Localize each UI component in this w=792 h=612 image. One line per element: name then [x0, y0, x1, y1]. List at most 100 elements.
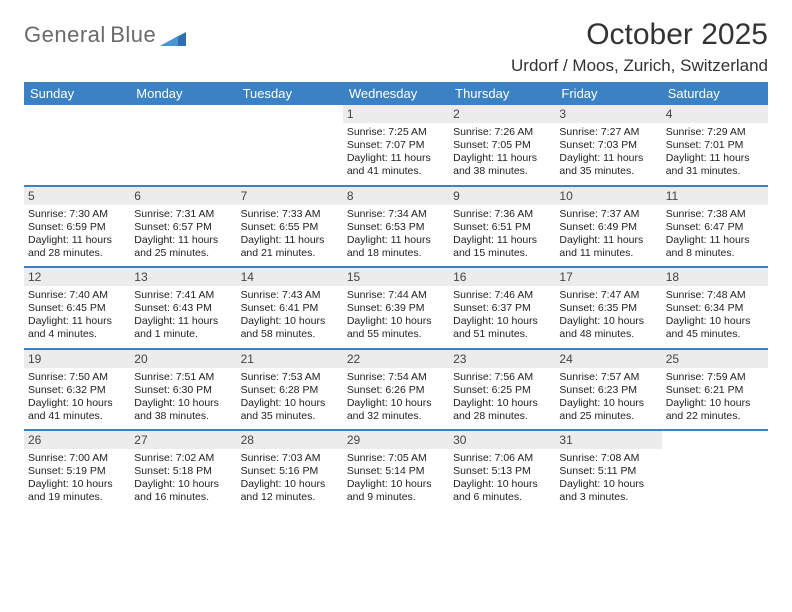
calendar-cell: 16Sunrise: 7:46 AMSunset: 6:37 PMDayligh… [449, 267, 555, 349]
logo-icon [160, 26, 186, 46]
calendar-cell: 26 Sunrise: 7:00 AMSunset: 5:19 PMDayligh… [24, 430, 130, 511]
day-number: 20 [130, 350, 236, 368]
day-entry: Sunrise: 7:50 AMSunset: 6:32 PMDaylight:… [28, 371, 126, 424]
day-entry: Sunrise: 7:38 AMSunset: 6:47 PMDaylight:… [666, 208, 764, 261]
weekday-header: Sunday [24, 82, 130, 105]
calendar-cell: 22 Sunrise: 7:54 AMSunset: 6:26 PMDayligh… [343, 349, 449, 431]
day-number: 9 [449, 187, 555, 205]
day-entry: Sunrise: 7:33 AMSunset: 6:55 PMDaylight:… [241, 208, 339, 261]
logo-text-1: General [24, 22, 106, 47]
day-entry: Sunrise: 7:34 AMSunset: 6:53 PMDaylight:… [347, 208, 445, 261]
day-entry: Sunrise: 7:37 AMSunset: 6:49 PMDaylight:… [559, 208, 657, 261]
calendar-cell: 29Sunrise: 7:05 AMSunset: 5:14 PMDayligh… [343, 430, 449, 511]
day-number: 4 [662, 105, 768, 123]
calendar-cell: 27 Sunrise: 7:02 AMSunset: 5:18 PMDayligh… [130, 430, 236, 511]
day-number: 16 [449, 268, 555, 286]
day-entry: Sunrise: 7:08 AMSunset: 5:11 PMDaylight:… [559, 452, 657, 505]
day-number: 26 [24, 431, 130, 449]
calendar-cell: 4 Sunrise: 7:29 AMSunset: 7:01 PMDaylight… [662, 105, 768, 186]
calendar-cell: 11 Sunrise: 7:38 AMSunset: 6:47 PMDayligh… [662, 186, 768, 268]
day-entry: Sunrise: 7:40 AMSunset: 6:45 PMDaylight:… [28, 289, 126, 342]
day-number: 2 [449, 105, 555, 123]
day-entry: Sunrise: 7:43 AMSunset: 6:41 PMDaylight:… [241, 289, 339, 342]
calendar-cell [662, 430, 768, 511]
day-number: 25 [662, 350, 768, 368]
day-entry: Sunrise: 7:27 AMSunset: 7:03 PMDaylight:… [559, 126, 657, 179]
weekday-header: Wednesday [343, 82, 449, 105]
calendar-cell: 24Sunrise: 7:57 AMSunset: 6:23 PMDayligh… [555, 349, 661, 431]
day-entry: Sunrise: 7:51 AMSunset: 6:30 PMDaylight:… [134, 371, 232, 424]
logo-text-2: Blue [110, 22, 156, 47]
day-number: 8 [343, 187, 449, 205]
logo: General Blue [24, 22, 186, 48]
weekday-header: Saturday [662, 82, 768, 105]
calendar-cell: 7Sunrise: 7:33 AMSunset: 6:55 PMDaylight… [237, 186, 343, 268]
calendar-cell: 30 Sunrise: 7:06 AMSunset: 5:13 PMDayligh… [449, 430, 555, 511]
calendar-cell: 23Sunrise: 7:56 AMSunset: 6:25 PMDayligh… [449, 349, 555, 431]
day-entry: Sunrise: 7:53 AMSunset: 6:28 PMDaylight:… [241, 371, 339, 424]
day-entry: Sunrise: 7:44 AMSunset: 6:39 PMDaylight:… [347, 289, 445, 342]
calendar-cell [237, 105, 343, 186]
title-block: October 2025 Urdorf / Moos, Zurich, Swit… [511, 18, 768, 76]
day-entry: Sunrise: 7:06 AMSunset: 5:13 PMDaylight:… [453, 452, 551, 505]
calendar-cell [24, 105, 130, 186]
calendar-week-row: 1 Sunrise: 7:25 AMSunset: 7:07 PMDaylight… [24, 105, 768, 186]
day-number: 27 [130, 431, 236, 449]
weekday-header: Monday [130, 82, 236, 105]
day-number: 10 [555, 187, 661, 205]
day-number: 22 [343, 350, 449, 368]
calendar-cell: 8 Sunrise: 7:34 AMSunset: 6:53 PMDaylight… [343, 186, 449, 268]
calendar-week-row: 19 Sunrise: 7:50 AMSunset: 6:32 PMDayligh… [24, 349, 768, 431]
calendar-week-row: 12 Sunrise: 7:40 AMSunset: 6:45 PMDayligh… [24, 267, 768, 349]
day-entry: Sunrise: 7:25 AMSunset: 7:07 PMDaylight:… [347, 126, 445, 179]
day-number: 17 [555, 268, 661, 286]
calendar-cell: 17 Sunrise: 7:47 AMSunset: 6:35 PMDayligh… [555, 267, 661, 349]
day-number: 31 [555, 431, 661, 449]
calendar-cell: 13 Sunrise: 7:41 AMSunset: 6:43 PMDayligh… [130, 267, 236, 349]
day-number: 29 [343, 431, 449, 449]
day-number: 11 [662, 187, 768, 205]
day-number: 19 [24, 350, 130, 368]
calendar-cell: 3 Sunrise: 7:27 AMSunset: 7:03 PMDaylight… [555, 105, 661, 186]
day-number: 1 [343, 105, 449, 123]
day-entry: Sunrise: 7:03 AMSunset: 5:16 PMDaylight:… [241, 452, 339, 505]
day-entry: Sunrise: 7:54 AMSunset: 6:26 PMDaylight:… [347, 371, 445, 424]
day-number: 14 [237, 268, 343, 286]
day-entry: Sunrise: 7:30 AMSunset: 6:59 PMDaylight:… [28, 208, 126, 261]
day-entry: Sunrise: 7:41 AMSunset: 6:43 PMDaylight:… [134, 289, 232, 342]
weekday-header: Friday [555, 82, 661, 105]
calendar-cell: 6Sunrise: 7:31 AMSunset: 6:57 PMDaylight… [130, 186, 236, 268]
calendar-cell: 25 Sunrise: 7:59 AMSunset: 6:21 PMDayligh… [662, 349, 768, 431]
day-number: 30 [449, 431, 555, 449]
day-number: 3 [555, 105, 661, 123]
day-entry: Sunrise: 7:57 AMSunset: 6:23 PMDaylight:… [559, 371, 657, 424]
day-entry: Sunrise: 7:36 AMSunset: 6:51 PMDaylight:… [453, 208, 551, 261]
day-entry: Sunrise: 7:29 AMSunset: 7:01 PMDaylight:… [666, 126, 764, 179]
day-number: 21 [237, 350, 343, 368]
calendar-cell: 9 Sunrise: 7:36 AMSunset: 6:51 PMDaylight… [449, 186, 555, 268]
calendar-week-row: 5 Sunrise: 7:30 AMSunset: 6:59 PMDaylight… [24, 186, 768, 268]
day-number: 12 [24, 268, 130, 286]
calendar-cell: 12 Sunrise: 7:40 AMSunset: 6:45 PMDayligh… [24, 267, 130, 349]
calendar-cell: 1 Sunrise: 7:25 AMSunset: 7:07 PMDaylight… [343, 105, 449, 186]
day-entry: Sunrise: 7:02 AMSunset: 5:18 PMDaylight:… [134, 452, 232, 505]
day-number: 23 [449, 350, 555, 368]
day-number: 5 [24, 187, 130, 205]
calendar-cell: 14 Sunrise: 7:43 AMSunset: 6:41 PMDayligh… [237, 267, 343, 349]
day-entry: Sunrise: 7:59 AMSunset: 6:21 PMDaylight:… [666, 371, 764, 424]
calendar-cell: 21 Sunrise: 7:53 AMSunset: 6:28 PMDayligh… [237, 349, 343, 431]
calendar-cell [130, 105, 236, 186]
calendar-table: SundayMondayTuesdayWednesdayThursdayFrid… [24, 82, 768, 511]
calendar-cell: 10 Sunrise: 7:37 AMSunset: 6:49 PMDayligh… [555, 186, 661, 268]
weekday-header-row: SundayMondayTuesdayWednesdayThursdayFrid… [24, 82, 768, 105]
calendar-week-row: 26 Sunrise: 7:00 AMSunset: 5:19 PMDayligh… [24, 430, 768, 511]
day-entry: Sunrise: 7:48 AMSunset: 6:34 PMDaylight:… [666, 289, 764, 342]
day-number: 15 [343, 268, 449, 286]
day-entry: Sunrise: 7:47 AMSunset: 6:35 PMDaylight:… [559, 289, 657, 342]
day-entry: Sunrise: 7:00 AMSunset: 5:19 PMDaylight:… [28, 452, 126, 505]
day-number: 28 [237, 431, 343, 449]
calendar-cell: 20 Sunrise: 7:51 AMSunset: 6:30 PMDayligh… [130, 349, 236, 431]
header: General Blue October 2025 Urdorf / Moos,… [24, 18, 768, 76]
day-number: 13 [130, 268, 236, 286]
calendar-cell: 28 Sunrise: 7:03 AMSunset: 5:16 PMDayligh… [237, 430, 343, 511]
